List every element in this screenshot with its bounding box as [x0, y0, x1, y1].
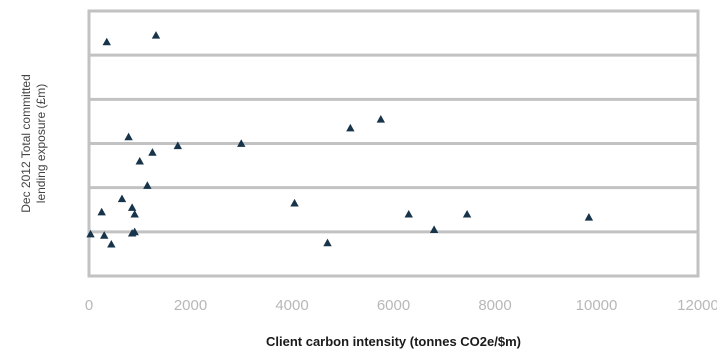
data-point: [151, 31, 161, 39]
data-point: [237, 139, 246, 147]
data-point: [346, 123, 355, 132]
data-point: [86, 229, 95, 238]
data-point: [323, 238, 332, 247]
data-point: [127, 203, 137, 211]
y-axis-title-line-1: Dec 2012 Total committed: [19, 74, 33, 213]
data-point: [429, 225, 439, 233]
data-point: [97, 207, 106, 216]
x-tick-label: 0: [85, 297, 93, 314]
x-tick-label: 8000: [478, 297, 511, 314]
data-point: [290, 198, 299, 207]
data-point: [117, 194, 127, 203]
data-points: [86, 31, 594, 248]
x-tick-label: 6000: [377, 297, 410, 314]
x-tick-labels: 0 2000 4000 6000 8000 10000 12000: [85, 297, 717, 314]
data-point: [130, 227, 139, 236]
data-point: [124, 132, 133, 141]
data-point: [462, 209, 472, 218]
x-axis-title: Client carbon intensity (tonnes CO2e/$m): [266, 334, 521, 349]
y-axis-title-line-2: lending exposure (£m): [34, 84, 48, 203]
x-tick-label: 4000: [275, 297, 308, 314]
grid-layer: [89, 53, 698, 234]
data-point: [143, 181, 152, 189]
data-point: [584, 213, 594, 221]
x-tick-label: 2000: [174, 297, 207, 314]
data-point: [173, 141, 183, 150]
x-tick-label: 10000: [576, 297, 618, 314]
data-point: [102, 37, 111, 46]
data-point: [148, 148, 157, 156]
data-point: [135, 156, 144, 165]
plot-frame: [87, 9, 700, 278]
data-point: [376, 115, 386, 123]
data-point: [107, 240, 116, 248]
x-tick-label: 12000: [677, 297, 717, 314]
data-point: [130, 209, 139, 218]
data-point: [100, 231, 109, 239]
y-axis-title: Dec 2012 Total committed lending exposur…: [19, 74, 48, 213]
data-point: [404, 209, 413, 218]
